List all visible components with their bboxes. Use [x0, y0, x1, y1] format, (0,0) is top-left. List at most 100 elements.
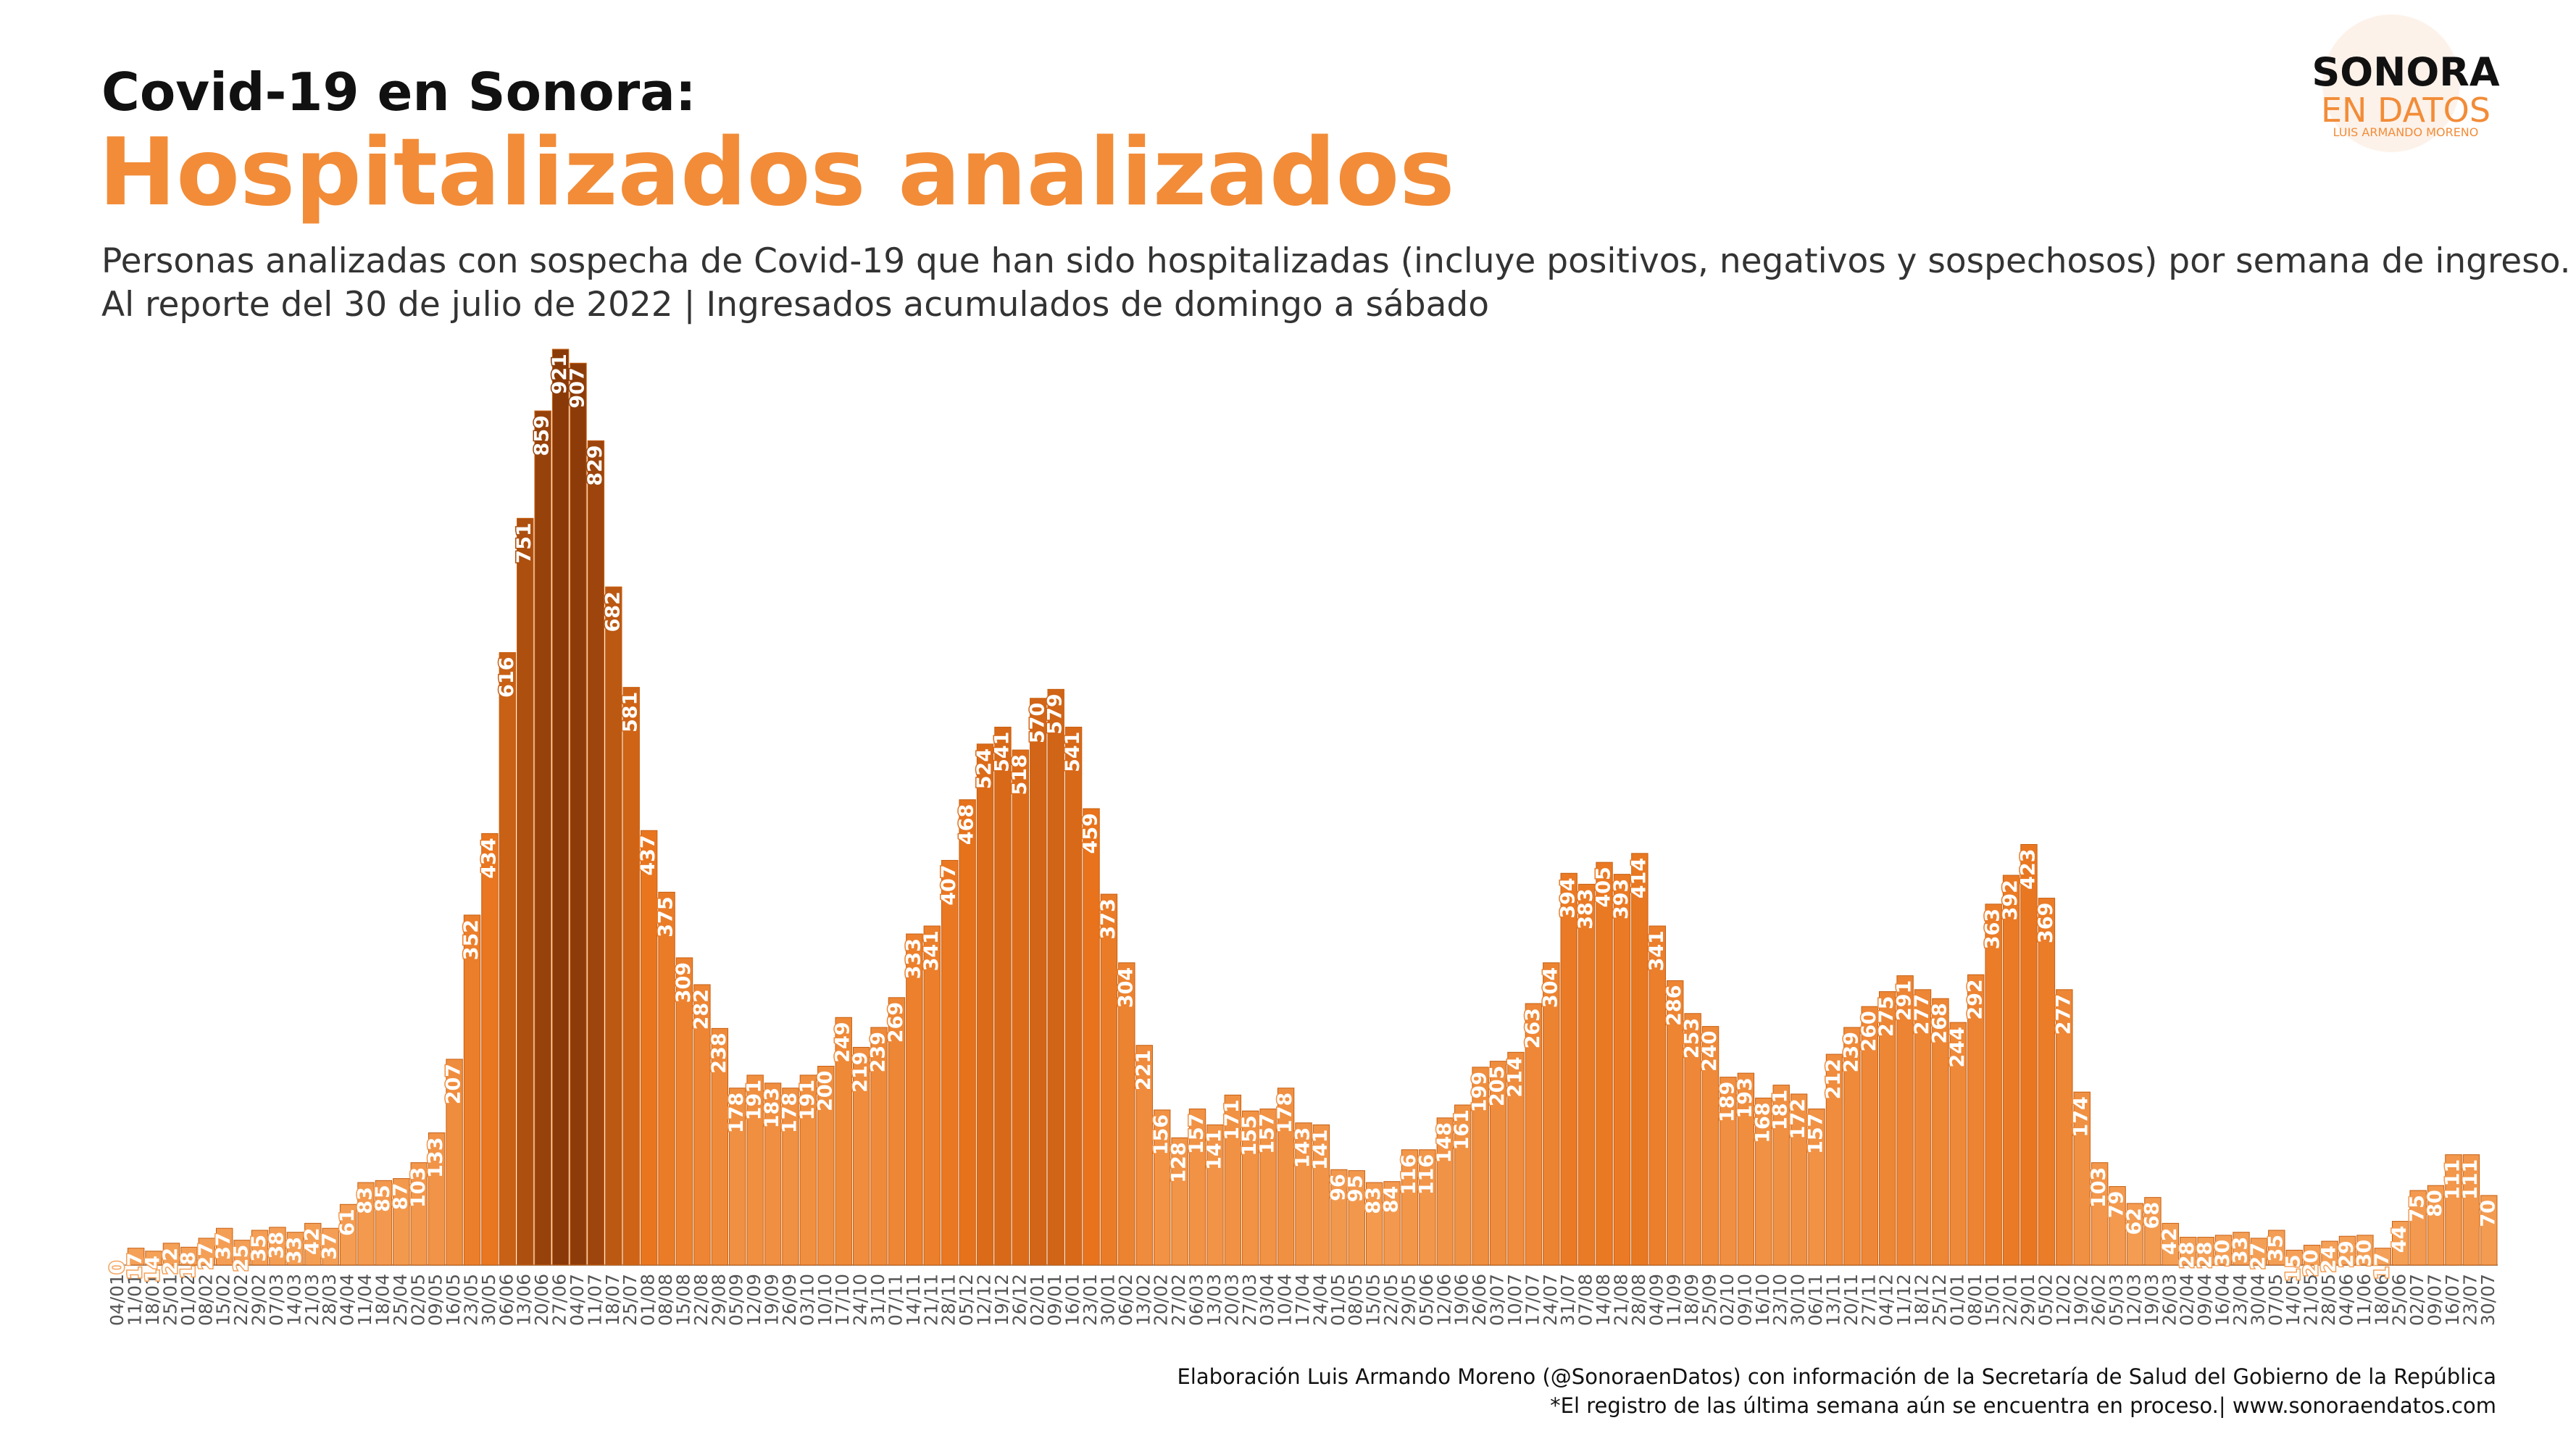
value-label: 581 — [620, 692, 642, 733]
value-label: 103 — [2088, 1167, 2110, 1208]
x-tick-label: 07/08 — [1575, 1274, 1596, 1326]
bar — [410, 1162, 428, 1266]
value-label: 30 — [2212, 1240, 2234, 1267]
bar — [1613, 874, 1631, 1266]
x-tick-label: 08/08 — [655, 1274, 676, 1326]
x-tick-label: 02/04 — [2177, 1274, 2198, 1326]
value-label: 191 — [796, 1080, 819, 1120]
x-tick-label: 05/06 — [1416, 1274, 1437, 1326]
x-tick-label: 26/12 — [1009, 1274, 1030, 1326]
x-tick-label: 18/04 — [372, 1274, 393, 1326]
x-tick-label: 15/08 — [672, 1274, 693, 1326]
value-label: 25 — [230, 1245, 253, 1272]
footer: *El registro de las última semana aún se… — [1550, 1393, 2496, 1418]
x-tick-label: 20/06 — [531, 1274, 552, 1326]
x-tick-label: 23/07 — [2459, 1274, 2480, 1326]
value-label: 392 — [1999, 880, 2022, 920]
value-label: 468 — [956, 804, 978, 845]
x-tick-label: 16/04 — [2212, 1274, 2233, 1326]
x-tick-label: 27/11 — [1858, 1274, 1879, 1326]
x-tick-label: 15/05 — [1363, 1274, 1384, 1326]
value-label: 30 — [2353, 1240, 2375, 1267]
x-tick-label: 23/01 — [1080, 1274, 1101, 1326]
x-tick-label: 24/10 — [850, 1274, 871, 1326]
x-tick-label: 07/03 — [266, 1274, 287, 1326]
x-tick-label: 04/09 — [1646, 1274, 1667, 1326]
value-label: 38 — [265, 1232, 288, 1259]
value-label: 156 — [1150, 1114, 1172, 1155]
value-label: 35 — [2264, 1235, 2287, 1262]
bar — [1277, 1088, 1295, 1266]
x-tick-label: 16/07 — [2442, 1274, 2463, 1326]
bar — [1755, 1097, 1772, 1266]
bar — [2002, 875, 2020, 1266]
value-label: 37 — [212, 1232, 235, 1260]
bar — [1949, 1022, 1967, 1266]
value-label: 28 — [2194, 1242, 2217, 1269]
value-label: 174 — [2070, 1096, 2093, 1137]
x-tick-label: 18/06 — [2371, 1274, 2392, 1326]
bar — [2180, 1237, 2197, 1266]
x-tick-label: 13/02 — [1133, 1274, 1154, 1326]
bar — [1489, 1061, 1507, 1266]
x-tick-label: 05/03 — [2106, 1274, 2127, 1326]
x-tick-label: 18/12 — [1912, 1274, 1933, 1326]
bar — [1825, 1053, 1843, 1266]
bar — [375, 1180, 393, 1266]
x-tick-label: 14/11 — [903, 1274, 924, 1326]
bar — [1878, 991, 1896, 1266]
x-tick-label: 25/07 — [620, 1274, 641, 1326]
value-label: 84 — [1380, 1186, 1403, 1214]
x-tick-label: 17/04 — [1292, 1274, 1313, 1326]
x-tick-label: 24/04 — [1309, 1274, 1330, 1326]
x-tick-label: 28/08 — [1628, 1274, 1649, 1326]
bar — [393, 1178, 410, 1266]
logo-circle — [2322, 14, 2460, 152]
x-tick-label: 29/01 — [2017, 1274, 2038, 1326]
value-label: 33 — [2229, 1237, 2251, 1264]
bar — [1507, 1051, 1525, 1266]
value-label: 75 — [2406, 1195, 2429, 1222]
x-tick-label: 17/07 — [1522, 1274, 1543, 1326]
bar — [1631, 853, 1648, 1266]
x-tick-label: 21/03 — [301, 1274, 322, 1326]
value-label: 37 — [319, 1232, 341, 1260]
bar — [215, 1227, 233, 1266]
x-tick-label: 17/10 — [832, 1274, 853, 1326]
value-label: 275 — [1875, 996, 1898, 1037]
bar — [198, 1238, 215, 1266]
x-tick-label: 30/04 — [2247, 1274, 2268, 1326]
x-tick-label: 26/03 — [2159, 1274, 2180, 1326]
value-label: 161 — [1451, 1109, 1473, 1150]
x-tick-label: 01/02 — [178, 1274, 199, 1326]
value-label: 18 — [177, 1251, 199, 1279]
value-label: 27 — [2247, 1243, 2269, 1270]
value-label: 405 — [1593, 867, 1615, 907]
value-label: 87 — [389, 1183, 412, 1211]
x-tick-label: 12/03 — [2123, 1274, 2144, 1326]
logo-tagline: EN DATOS — [2321, 91, 2490, 130]
value-label: 96 — [1327, 1174, 1349, 1201]
bar — [233, 1240, 251, 1266]
bar — [1720, 1077, 1737, 1266]
chart-title: Covid-19 en Sonora: — [101, 62, 696, 122]
x-tick-label: 05/09 — [726, 1274, 747, 1326]
value-label: 27 — [195, 1243, 217, 1270]
value-label: 0 — [107, 1261, 129, 1274]
bar — [2374, 1248, 2392, 1266]
bar — [304, 1222, 322, 1266]
bar — [2445, 1154, 2462, 1266]
value-label: 341 — [1646, 930, 1668, 971]
value-label: 286 — [1663, 985, 1685, 1025]
x-tick-label: 23/05 — [461, 1274, 482, 1326]
value-label: 20 — [2300, 1250, 2322, 1277]
value-label: 171 — [1221, 1099, 1243, 1140]
value-label: 253 — [1681, 1018, 1704, 1059]
bar — [2409, 1190, 2427, 1266]
bar — [852, 1046, 870, 1266]
value-label: 394 — [1557, 877, 1580, 918]
bar — [570, 362, 587, 1266]
value-label: 219 — [849, 1051, 872, 1092]
bar — [1135, 1045, 1153, 1266]
value-label: 579 — [1044, 693, 1067, 734]
